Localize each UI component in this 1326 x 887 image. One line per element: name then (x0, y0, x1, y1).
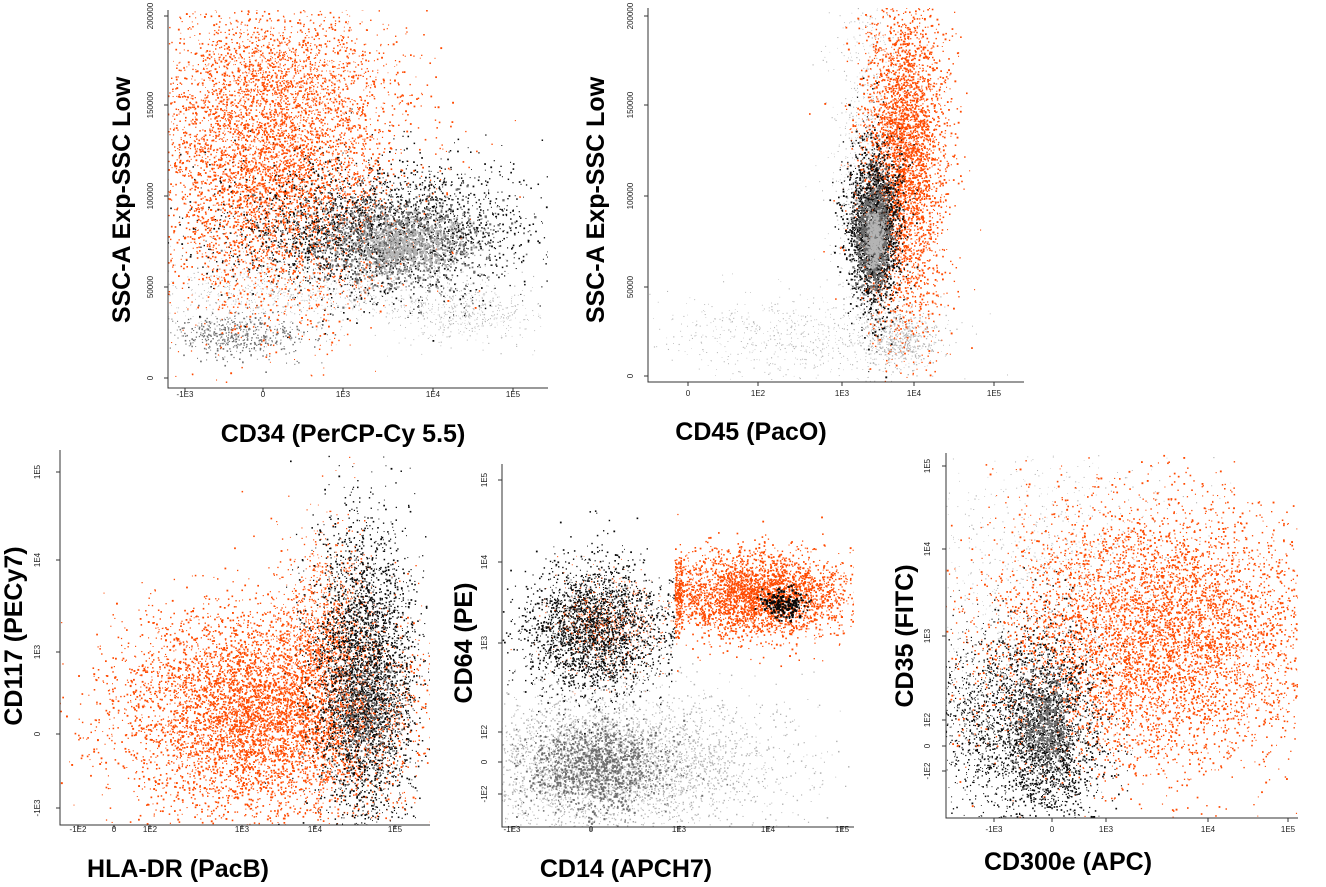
x-tick-label: 1E3 (835, 389, 850, 398)
y-tick-label: 0 (480, 759, 489, 764)
y-tick-label: 0 (33, 731, 42, 736)
y-tick-label: 50000 (626, 275, 635, 298)
y-tick-label: 150000 (146, 91, 155, 118)
y-tick-label: 1E5 (923, 458, 932, 473)
population-gray-dark-1 (168, 300, 337, 373)
x-tick-label: 1E2 (751, 389, 766, 398)
x-tick-label: 0 (1050, 825, 1055, 834)
y-tick-label: -1E3 (33, 799, 42, 816)
x-tick-label: -1E3 (504, 825, 521, 834)
y-tick-label: 200000 (626, 2, 635, 29)
x-tick-label: 0 (112, 825, 117, 834)
y-tick-label: 1E3 (480, 635, 489, 650)
y-tick-label: 150000 (626, 91, 635, 118)
y-tick-label: 0 (626, 373, 635, 378)
population-gray-light-6 (859, 201, 887, 290)
plot-panel-cd34-ssc: -1E3 0 1E3 1E4 1E5 0 50000 100000 150000 200000 CD… (108, 2, 548, 448)
y-tick-label: 100000 (146, 182, 155, 209)
x-axis-title: CD300e (APC) (984, 848, 1152, 876)
y-tick-label: 1E3 (923, 628, 932, 643)
population-orange-3 (168, 10, 521, 383)
x-tick-label: 1E4 (907, 389, 922, 398)
x-axis-title: HLA-DR (PacB) (87, 855, 269, 883)
y-tick-label: 1E2 (923, 712, 932, 727)
y-axis-title: CD117 (PECy7) (0, 546, 28, 725)
x-tick-label: 1E5 (388, 825, 403, 834)
population-gray-dark-1 (502, 706, 729, 827)
y-tick-label: 50000 (146, 275, 155, 298)
y-tick-label: -1E2 (923, 762, 932, 779)
axes-frame (167, 10, 548, 389)
y-tick-label: 0 (146, 375, 155, 380)
x-tick-label: 1E4 (308, 825, 323, 834)
y-tick-label: 1E2 (480, 724, 489, 739)
population-gray-light-0 (168, 237, 539, 357)
plot-panel-cd14-cd64: -1E3 0 1E3 1E4 1E5 -1E2 0 1E2 1E3 1E4 1E5 CD14 (APC… (450, 464, 854, 883)
y-tick-label: 100000 (626, 182, 635, 209)
plot-panel-hladr-cd117: -1E2 0 1E2 1E3 1E4 1E5 -1E3 0 1E3 1E4 1E5 HLA-DR (P… (0, 450, 430, 883)
x-tick-label: 1E3 (336, 390, 351, 399)
x-tick-label: 1E3 (1099, 825, 1114, 834)
data-points (60, 455, 430, 825)
population-black-5 (754, 584, 812, 623)
y-axis-title: SSC-A Exp-SSC Low (582, 76, 610, 323)
x-axis-title: CD14 (APCH7) (540, 855, 712, 883)
population-gray-light-0 (649, 273, 1008, 382)
population-black-3 (946, 589, 1082, 818)
data-points (649, 8, 1008, 382)
x-tick-label: 1E2 (143, 825, 158, 834)
data-points (168, 10, 548, 383)
x-tick-label: 1E4 (761, 825, 776, 834)
x-tick-label: 1E3 (235, 825, 250, 834)
x-tick-label: 0 (686, 389, 691, 398)
y-tick-label: 1E4 (923, 541, 932, 556)
x-tick-label: 1E3 (672, 825, 687, 834)
y-axis-title: CD64 (PE) (450, 583, 478, 704)
x-tick-label: 1E4 (426, 390, 441, 399)
x-tick-label: 0 (589, 825, 594, 834)
x-tick-label: 0 (261, 390, 266, 399)
data-points (946, 454, 1298, 818)
data-points (502, 510, 854, 827)
y-tick-label: -1E2 (480, 785, 489, 802)
axes-frame (647, 8, 1024, 383)
x-tick-label: -1E3 (177, 390, 194, 399)
population-orange-1 (946, 454, 1298, 818)
population-gray-light-7 (293, 203, 490, 290)
axes-frame (501, 464, 854, 828)
x-axis-title: CD45 (PacO) (675, 418, 826, 446)
y-tick-label: 1E5 (480, 472, 489, 487)
x-tick-label: -1E2 (70, 825, 87, 834)
population-orange-3 (510, 555, 674, 695)
y-tick-label: 1E4 (33, 552, 42, 567)
x-tick-label: 1E4 (1201, 825, 1216, 834)
x-axis-title: CD34 (PerCP-Cy 5.5) (221, 420, 466, 448)
x-tick-label: 1E5 (1281, 825, 1296, 834)
y-tick-label: 200000 (146, 2, 155, 29)
x-tick-label: 1E5 (835, 825, 850, 834)
x-tick-label: 1E5 (506, 390, 521, 399)
population-gray-light-3 (848, 295, 958, 382)
population-gray-light-0 (946, 455, 1260, 809)
y-tick-label: 1E4 (480, 554, 489, 569)
y-tick-label: 0 (923, 743, 932, 748)
x-tick-label: -1E3 (986, 825, 1003, 834)
axes-frame (945, 453, 1298, 819)
population-orange-4 (168, 10, 436, 168)
plot-panel-cd300e-cd35: -1E3 0 1E3 1E4 1E5 -1E2 0 1E2 1E3 1E4 1E5 CD300e (A… (891, 453, 1298, 876)
y-axis-title: SSC-A Exp-SSC Low (108, 76, 136, 323)
y-tick-label: 1E3 (33, 644, 42, 659)
population-gray-dark-4 (1008, 653, 1085, 794)
axes-frame (59, 450, 430, 826)
y-tick-label: 1E5 (33, 464, 42, 479)
x-tick-label: 1E5 (987, 389, 1002, 398)
y-axis-title: CD35 (FITC) (891, 564, 919, 707)
population-black-2 (502, 510, 676, 736)
population-orange-4 (674, 513, 854, 672)
population-gray-dark-3 (301, 612, 410, 786)
plot-panel-cd45-ssc: 0 1E2 1E3 1E4 1E5 0 50000 100000 150000 200000 CD4… (582, 2, 1024, 446)
population-orange-0 (60, 517, 430, 825)
